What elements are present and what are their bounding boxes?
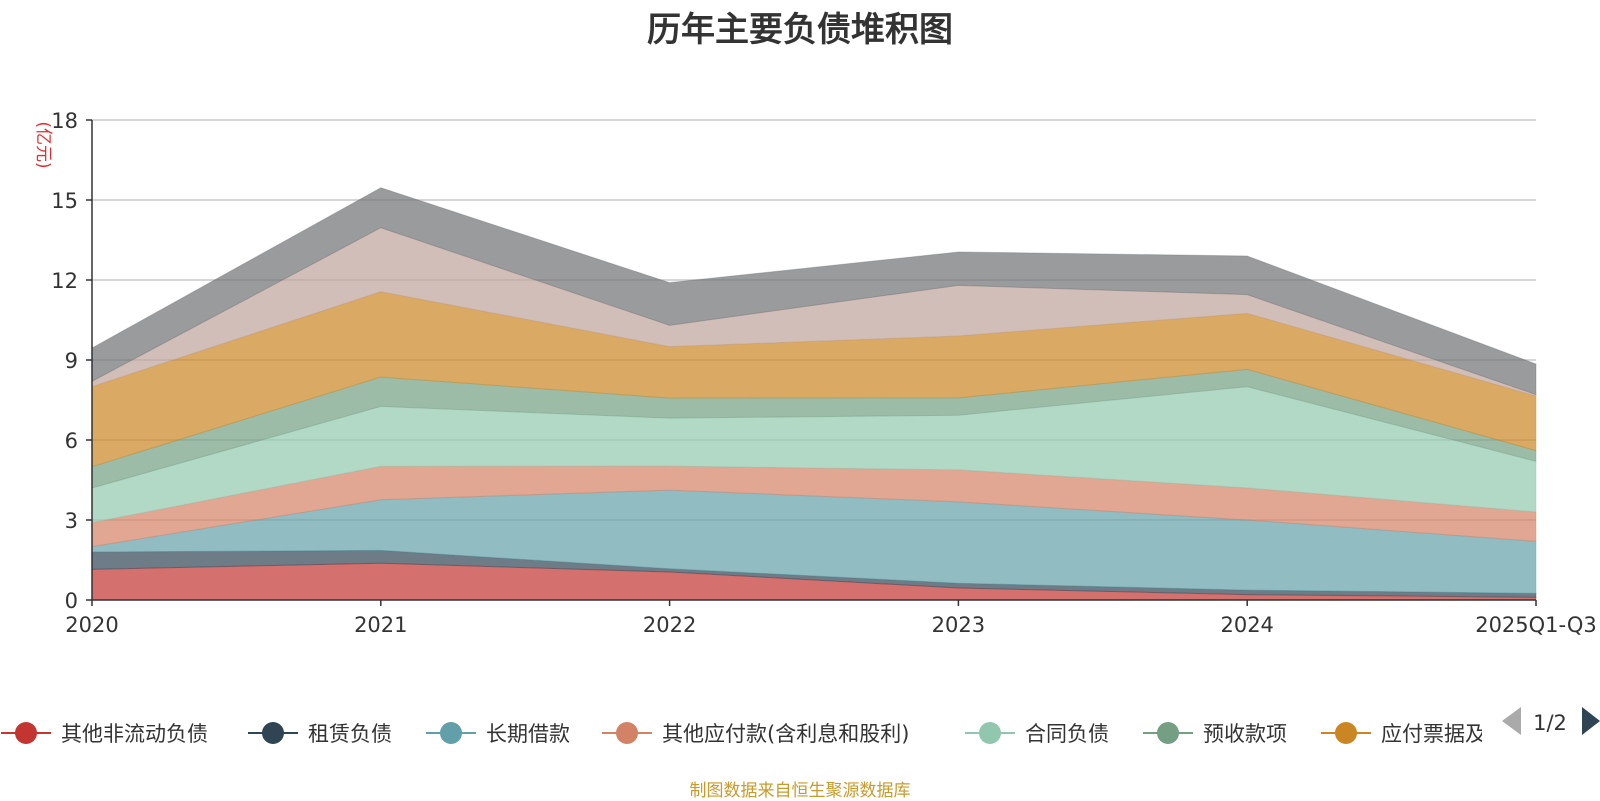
y-tick-label: 6 — [65, 429, 78, 453]
legend-item[interactable]: 合同负债 — [965, 722, 1109, 746]
y-tick-label: 18 — [51, 109, 78, 133]
legend-marker-icon — [616, 722, 638, 744]
legend-marker-icon — [262, 722, 284, 744]
legend-marker-icon — [15, 722, 37, 744]
x-axis-ticks: 2020 2021 2022 2023 2024 2025Q1-Q3 — [65, 600, 1597, 637]
x-tick-label: 2023 — [932, 613, 985, 637]
legend-label: 长期借款 — [486, 722, 570, 746]
legend-marker-icon — [979, 722, 1001, 744]
legend-page-indicator: 1/2 — [1533, 711, 1567, 735]
x-tick-label: 2021 — [354, 613, 407, 637]
y-axis-ticks: 0 3 6 9 12 15 18 — [51, 109, 92, 613]
legend-label: 租赁负债 — [308, 722, 392, 746]
x-tick-label: 2024 — [1220, 613, 1273, 637]
area-series-7 — [91, 291, 1537, 468]
legend-item[interactable]: 预收款项 — [1143, 722, 1287, 746]
legend-marker-icon — [440, 722, 462, 744]
legend-label: 应付票据及应付账款 — [1381, 722, 1570, 746]
y-tick-label: 0 — [65, 589, 78, 613]
legend-label: 合同负债 — [1025, 722, 1109, 746]
legend-marker-icon — [1335, 722, 1357, 744]
legend-pager: 1/2 — [1502, 707, 1600, 735]
x-tick-label: 2022 — [643, 613, 696, 637]
legend-label: 其他应付款(含利息和股利) — [662, 722, 909, 746]
x-tick-label: 2025Q1-Q3 — [1475, 613, 1597, 637]
area-series-9 — [91, 187, 1537, 396]
stacked-areas — [91, 187, 1537, 601]
legend-item[interactable]: 其他非流动负债 — [1, 722, 208, 746]
legend-item[interactable]: 租赁负债 — [248, 722, 392, 746]
y-axis-unit-label: (亿元) — [33, 121, 53, 168]
legend-item[interactable]: 其他应付款(含利息和股利) — [602, 722, 909, 746]
legend-label: 预收款项 — [1203, 722, 1287, 746]
y-tick-label: 12 — [51, 269, 78, 293]
y-tick-label: 9 — [65, 349, 78, 373]
y-tick-label: 15 — [51, 189, 78, 213]
legend-item[interactable]: 长期借款 — [426, 722, 570, 746]
source-note: 制图数据来自恒生聚源数据库 — [689, 781, 911, 801]
x-tick-label: 2020 — [65, 613, 118, 637]
legend: 其他非流动负债 租赁负债 长期借款 其他应付款(含利息和股利) 合同负债 预收款项 应付票据… — [1, 722, 1570, 746]
legend-item[interactable]: 应付票据及应付账款 — [1321, 722, 1570, 746]
legend-marker-icon — [1157, 722, 1179, 744]
y-tick-label: 3 — [65, 509, 78, 533]
legend-next-page-icon[interactable] — [1582, 707, 1600, 735]
legend-prev-page-icon[interactable] — [1502, 707, 1521, 735]
legend-label: 其他非流动负债 — [61, 722, 208, 746]
chart-title: 历年主要负债堆积图 — [647, 10, 953, 50]
